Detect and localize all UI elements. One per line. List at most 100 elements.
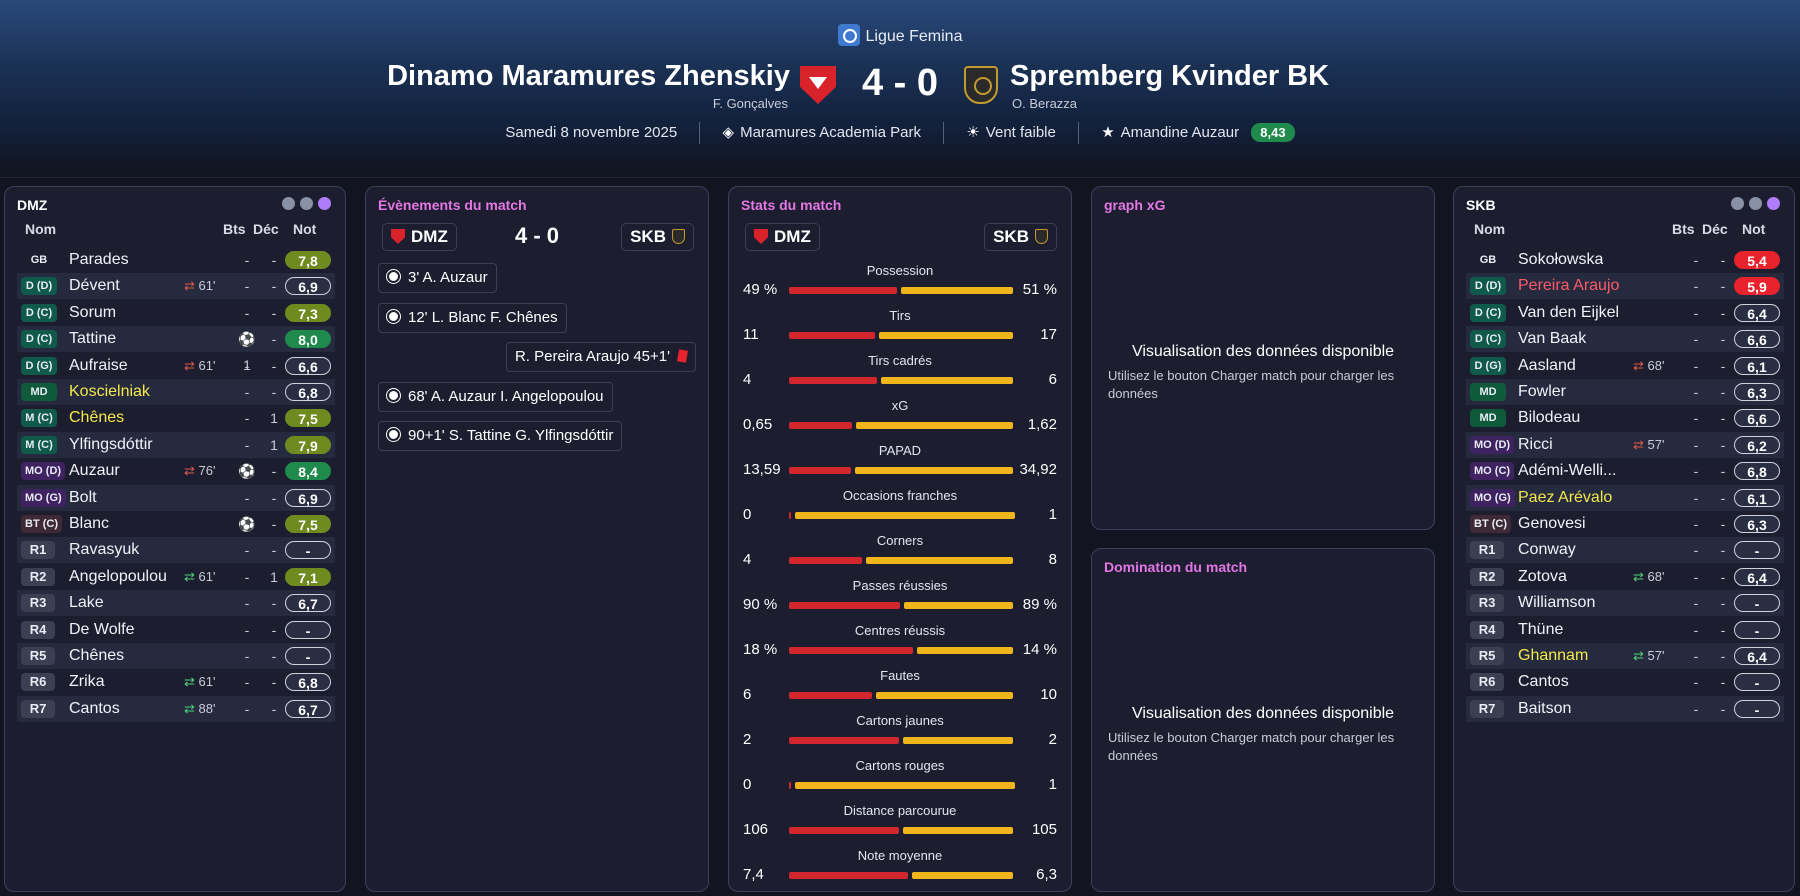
player-row[interactable]: R3 Lake - -6,7 [17,590,335,617]
view-dot-2[interactable] [1749,197,1762,210]
player-name[interactable]: Tattine [69,330,117,348]
player-name[interactable]: Genovesi [1518,515,1586,532]
player-name[interactable]: Van Baak [1518,330,1587,348]
player-row[interactable]: BT (C)Blanc⚽1-7,5 [17,511,335,558]
player-row[interactable]: D (C) Van den Eijkel - -6,4 [1466,300,1784,326]
player-row[interactable]: M (C) Ylfingsdóttir - 1 7,9 [17,431,335,458]
player-row[interactable]: MO (C) Adémi-Welli... - -6,8 [1466,458,1784,484]
player-name[interactable]: Koscielniak [69,383,150,400]
view-dot-3-active[interactable] [318,197,331,210]
player-row[interactable]: D (C) Tattine ⚽1-8,0 [17,326,335,373]
player-name[interactable]: Baitson [1518,699,1572,717]
player-name[interactable]: Aasland [1518,356,1576,374]
view-dot-1[interactable] [282,197,295,210]
player-row[interactable]: R7 Baitson - - - [1466,695,1784,722]
player-name[interactable]: Ghannam [1518,647,1589,664]
events-away-chip[interactable]: SKB [621,223,694,251]
player-name[interactable]: Aufraise [69,356,128,374]
player-row[interactable]: R4 De Wolfe - - - [17,617,335,643]
player-row[interactable]: R1 Ravasyuk - - - [17,537,335,564]
player-name[interactable]: Fowler [1518,383,1567,400]
goal-event[interactable]: 12' L. Blanc F. Chênes [378,302,567,333]
player-name[interactable]: Zotova [1518,567,1567,585]
away-coach[interactable]: O. Berazza [1012,96,1078,111]
player-row[interactable]: D (G) Aufraise ⇄ 61' - -6,6 [17,353,335,379]
player-row[interactable]: D (G) Aasland ⇄ 68' - -6,1 [1466,353,1784,379]
player-name[interactable]: Blanc [69,515,110,532]
col-rating[interactable]: Not [1742,221,1766,237]
player-name[interactable]: Auzaur [69,462,120,480]
player-row[interactable]: MD Koscielniak - -6,8 [17,379,335,405]
player-name[interactable]: Dévent [69,277,120,295]
view-dot-3-active[interactable] [1767,197,1780,210]
col-decisive[interactable]: Déc [253,221,279,237]
goal-event[interactable]: 3' A. Auzaur [378,263,497,293]
player-row[interactable]: M (C) Chênes - 1 7,5 [17,405,335,431]
player-row[interactable]: R5 Ghannam ⇄ 57' - -6,4 [1466,643,1784,669]
home-coach[interactable]: F. Gonçalves [712,96,788,111]
player-row[interactable]: R6 Cantos - - - [1466,669,1784,695]
player-name[interactable]: Williamson [1518,594,1596,612]
player-of-match[interactable]: Amandine Auzaur [1120,123,1240,141]
player-row[interactable]: MD Bilodeau - -6,6 [1466,405,1784,431]
player-name[interactable]: Ricci [1518,435,1553,453]
stats-away-chip[interactable]: SKB [984,223,1057,251]
player-name[interactable]: Sokołowska [1518,251,1604,268]
goal-event[interactable]: 68' A. Auzaur I. Angelopoulou [378,381,613,412]
col-rating[interactable]: Not [293,221,317,237]
col-goals[interactable]: Bts [1672,221,1695,237]
player-name[interactable]: Conway [1518,541,1576,559]
player-name[interactable]: De Wolfe [69,620,135,638]
player-row[interactable]: R4 Thüne - - - [1466,617,1784,643]
away-team-crest-icon[interactable] [964,66,998,104]
player-name[interactable]: Adémi-Welli... [1518,462,1617,480]
competition-name[interactable]: Ligue Femina [865,28,963,45]
player-row[interactable]: MO (G) Bolt - -6,9 [17,484,335,511]
player-row[interactable]: MO (G) Paez Arévalo - -6,1 [1466,484,1784,511]
player-name[interactable]: Paez Arévalo [1518,488,1613,506]
player-row[interactable]: D (C) Sorum - -7,3 [17,300,335,326]
player-name[interactable]: Van den Eijkel [1518,303,1620,321]
player-row[interactable]: D (D) Dévent ⇄ 61' - -6,9 [17,273,335,300]
player-row[interactable]: D (C) Van Baak - -6,6 [1466,326,1784,353]
player-name[interactable]: Thüne [1518,620,1564,638]
col-name[interactable]: Nom [1474,221,1506,237]
events-home-chip[interactable]: DMZ [382,223,457,251]
player-name[interactable]: Pereira Araujo [1518,277,1620,295]
col-decisive[interactable]: Déc [1702,221,1728,237]
player-name[interactable]: Cantos [69,699,120,717]
player-row[interactable]: MD Fowler - -6,3 [1466,379,1784,405]
stadium-name[interactable]: Maramures Academia Park [740,123,921,141]
player-name[interactable]: Ravasyuk [69,541,140,559]
competition[interactable]: Ligue Femina [0,24,1800,46]
player-name[interactable]: Zrika [69,673,105,691]
player-name[interactable]: Parades [69,251,129,268]
player-name[interactable]: Sorum [69,303,117,321]
player-name[interactable]: Cantos [1518,673,1569,691]
col-name[interactable]: Nom [25,221,57,237]
player-name[interactable]: Angelopoulou [69,567,167,585]
player-row[interactable]: GB Parades - -7,8 [17,247,335,273]
player-name[interactable]: Chênes [69,409,125,427]
goal-event[interactable]: 90+1' S. Tattine G. Ylfingsdóttir [378,421,623,451]
player-name[interactable]: Bolt [69,488,97,506]
view-dot-2[interactable] [300,197,313,210]
player-row[interactable]: R2 Angelopoulou ⇄ 61' - 1 7,1 [17,564,335,590]
player-row[interactable]: R1 Conway - - - [1466,537,1784,564]
away-team-name[interactable]: Spremberg Kvinder BK [1010,60,1330,92]
player-row[interactable]: R5 Chênes - - - [17,643,335,669]
player-row[interactable]: R7 Cantos ⇄ 88' - -6,7 [17,695,335,722]
col-goals[interactable]: Bts [223,221,246,237]
view-dot-1[interactable] [1731,197,1744,210]
player-row[interactable]: MO (D)Auzaur⇄ 76'⚽2-8,4 [17,458,335,505]
player-row[interactable]: GB Sokołowska - -5,4 [1466,247,1784,273]
player-row[interactable]: R6 Zrika ⇄ 61' - -6,8 [17,669,335,695]
player-row[interactable]: BT (C) Genovesi - -6,3 [1466,511,1784,537]
home-team-name[interactable]: Dinamo Maramures Zhenskiy [387,60,790,92]
player-name[interactable]: Lake [69,594,104,612]
player-name[interactable]: Chênes [69,647,125,664]
stats-home-chip[interactable]: DMZ [745,223,820,251]
player-row[interactable]: D (D) Pereira Araujo - -5,9 [1466,273,1784,300]
player-row[interactable]: R2 Zotova ⇄ 68' - -6,4 [1466,564,1784,590]
player-name[interactable]: Bilodeau [1518,409,1581,427]
